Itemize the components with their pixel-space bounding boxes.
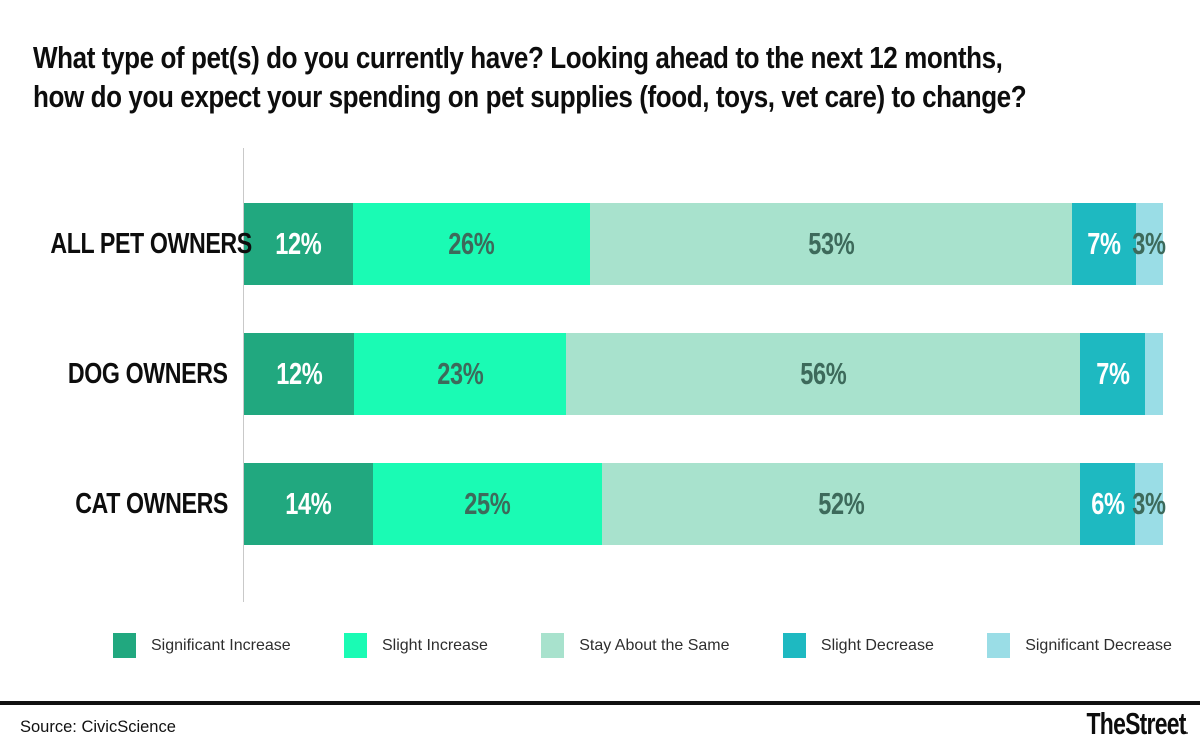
thestreet-logo: TheStreet. bbox=[1086, 706, 1189, 742]
bar-segment: 7% bbox=[1072, 203, 1136, 285]
segment-value-label: 12% bbox=[275, 226, 322, 261]
footer-divider bbox=[0, 701, 1200, 705]
stacked-bar: 14% 25% 52% 6% 3% bbox=[244, 463, 1167, 545]
row-label-text: CAT OWNERS bbox=[75, 487, 228, 520]
bar-segment: 12% bbox=[244, 333, 355, 415]
y-axis-line bbox=[243, 148, 244, 602]
bar-row: ALL PET OWNERS 12% 26% 53% 7% 3% bbox=[0, 203, 1167, 285]
segment-value-label: 14% bbox=[285, 486, 332, 521]
chart-legend: Significant Increase Slight Increase Stay … bbox=[113, 633, 1172, 658]
bar-row: CAT OWNERS 14% 25% 52% 6% 3% bbox=[0, 463, 1167, 545]
segment-value-label: 53% bbox=[807, 226, 854, 261]
bar-segment: 3% bbox=[1132, 203, 1167, 285]
legend-label: Significant Decrease bbox=[1025, 636, 1172, 654]
segment-value-label: 12% bbox=[276, 356, 323, 391]
segment-value-label: 56% bbox=[799, 356, 846, 391]
bar-segment: 53% bbox=[589, 203, 1073, 285]
stacked-bar: 12% 23% 56% 7% bbox=[244, 333, 1163, 415]
bar-row: DOG OWNERS 12% 23% 56% 7% bbox=[0, 333, 1163, 415]
stacked-bar: 12% 26% 53% 7% 3% bbox=[244, 203, 1167, 285]
legend-item: Slight Decrease bbox=[782, 633, 934, 658]
bar-segment: 25% bbox=[372, 463, 603, 545]
chart-title-line-2: how do you expect your spending on pet s… bbox=[33, 79, 1027, 115]
segment-value-label: 3% bbox=[1132, 486, 1167, 521]
row-label: DOG OWNERS bbox=[0, 358, 244, 391]
row-label-text: DOG OWNERS bbox=[68, 357, 228, 390]
segment-value-label: 25% bbox=[464, 486, 511, 521]
segment-value-label: 26% bbox=[448, 226, 495, 261]
bar-segment: 7% bbox=[1080, 333, 1145, 415]
segment-value-label: 52% bbox=[818, 486, 865, 521]
bar-rows: ALL PET OWNERS 12% 26% 53% 7% 3% DOG OWNERS 12%… bbox=[0, 203, 1167, 545]
bar-segment: 6% bbox=[1080, 463, 1136, 545]
source-credit: Source: CivicScience bbox=[20, 718, 176, 736]
chart-title-line-1: What type of pet(s) do you currently hav… bbox=[33, 40, 1003, 75]
legend-item: Stay About the Same bbox=[541, 633, 730, 658]
thestreet-logo-text: TheStreet bbox=[1086, 706, 1187, 741]
bar-segment: 12% bbox=[244, 203, 354, 285]
bar-segment: 56% bbox=[565, 333, 1081, 415]
thestreet-logo-mark: . bbox=[1186, 722, 1189, 737]
legend-item: Significant Increase bbox=[113, 633, 291, 658]
segment-value-label: 7% bbox=[1087, 226, 1121, 261]
chart-title: What type of pet(s) do you currently hav… bbox=[33, 38, 1200, 116]
legend-label: Slight Decrease bbox=[820, 636, 934, 654]
legend-label: Significant Increase bbox=[151, 636, 291, 654]
legend-swatch bbox=[344, 633, 367, 658]
legend-swatch bbox=[782, 633, 806, 658]
bar-segment: 26% bbox=[353, 203, 590, 285]
bar-segment: 3% bbox=[1132, 463, 1167, 545]
segment-value-label: 6% bbox=[1091, 486, 1125, 521]
legend-item: Significant Decrease bbox=[987, 633, 1172, 658]
bar-segment: 52% bbox=[602, 463, 1081, 545]
bar-segment bbox=[1144, 333, 1163, 415]
legend-item: Slight Increase bbox=[344, 633, 488, 658]
bar-segment: 23% bbox=[354, 333, 566, 415]
bar-segment: 14% bbox=[244, 463, 373, 545]
segment-value-label: 3% bbox=[1132, 226, 1167, 261]
stacked-bar-chart: ALL PET OWNERS 12% 26% 53% 7% 3% DOG OWNERS 12%… bbox=[0, 148, 1200, 602]
legend-swatch bbox=[541, 633, 565, 658]
segment-value-label: 7% bbox=[1095, 356, 1130, 391]
row-label: ALL PET OWNERS bbox=[0, 228, 252, 261]
row-label-text: ALL PET OWNERS bbox=[50, 227, 252, 260]
legend-label: Slight Increase bbox=[382, 636, 488, 654]
legend-label: Stay About the Same bbox=[579, 636, 730, 654]
legend-swatch bbox=[987, 633, 1011, 658]
segment-value-label: 23% bbox=[436, 356, 483, 391]
legend-swatch bbox=[113, 633, 136, 658]
row-label: CAT OWNERS bbox=[0, 488, 244, 521]
